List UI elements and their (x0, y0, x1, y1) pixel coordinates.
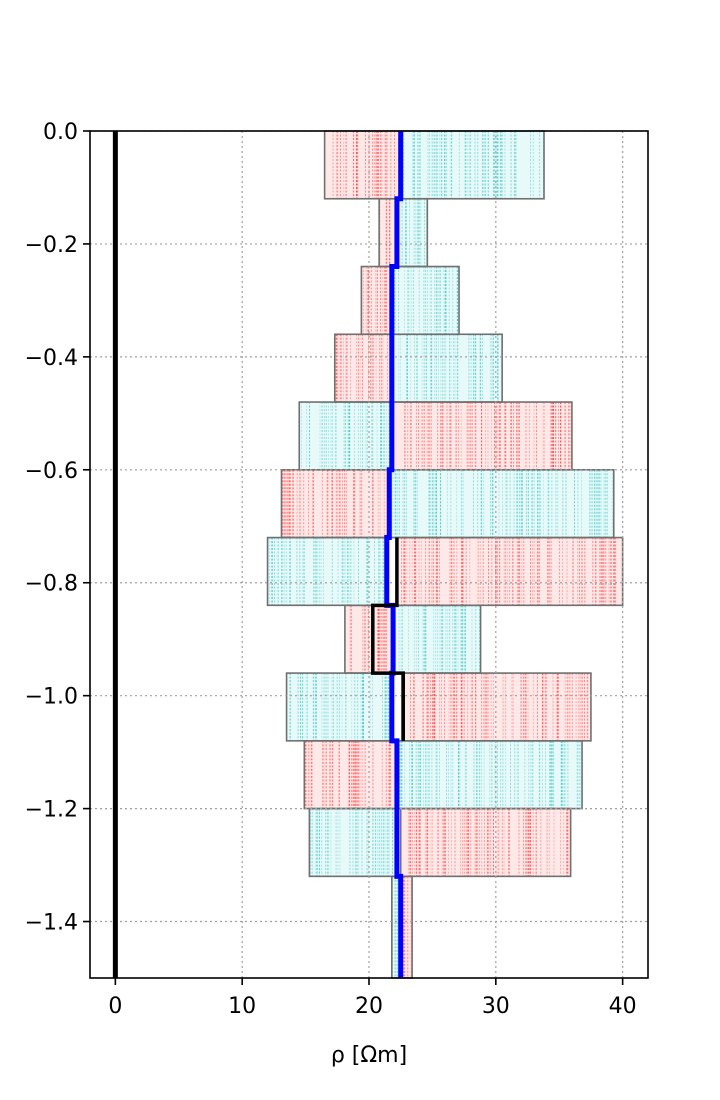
layer-2-red-band (360, 265, 393, 336)
x-tick-label: 10 (228, 994, 256, 1019)
layer-10-cyan-band (308, 807, 398, 878)
model-lines (112, 131, 405, 978)
layer-5-red-band (280, 468, 391, 539)
layer-3-cyan-fill (391, 334, 503, 403)
layer-1-cyan-band (396, 197, 429, 268)
layer-4-red-band (391, 401, 573, 471)
layer-3-cyan-band (391, 333, 503, 403)
layer-5-cyan-band (388, 468, 615, 539)
layer-0-red-band (323, 130, 402, 200)
layer-4-cyan-band (298, 401, 393, 471)
layer-0-cyan-band (399, 130, 545, 200)
layer-11-red-fill (400, 876, 413, 978)
layer-6-cyan-band (266, 536, 388, 607)
true-model-line (371, 537, 405, 741)
y-tick-label: −0.8 (25, 572, 78, 597)
x-tick-label: 20 (355, 994, 383, 1019)
layer-0-red-fill (324, 131, 401, 199)
layer-1-red-band (378, 197, 398, 268)
mean-model-line (384, 131, 404, 978)
y-tick-label: −1.4 (25, 911, 78, 936)
layer-8-red-band (401, 672, 592, 742)
layer-3-red-band (333, 333, 393, 403)
x-axis-title: ρ [Ωm] (331, 1043, 407, 1068)
layer-10-red-band (399, 807, 572, 878)
layer-11-red-band (399, 875, 413, 979)
layer-6-cyan-fill (267, 537, 387, 606)
axis-ticks: 0 10 20 30 40 0.0 −0.2 −0.4 −0.6 −0.8 −1.0 −1.2 −1.4 (25, 120, 637, 1019)
y-tick-label: −0.6 (25, 459, 78, 484)
layer-9-cyan-band (396, 740, 583, 810)
layer-1-cyan-fill (396, 198, 428, 267)
layer-5-red-fill (281, 469, 390, 538)
layer-8-cyan-band (285, 672, 393, 742)
y-tick-label: −0.2 (25, 233, 78, 258)
x-tick-label: 30 (482, 994, 510, 1019)
layer-1-red-fill (379, 198, 397, 267)
layer-6-red-fill (396, 537, 623, 606)
layer-5-cyan-fill (389, 469, 614, 538)
y-tick-label: 0.0 (43, 120, 78, 145)
layer-9-red-band (303, 740, 398, 810)
y-tick-label: −1.2 (25, 798, 78, 823)
layer-9-red-fill (304, 740, 397, 809)
layer-7-cyan-fill (393, 605, 481, 674)
layer-7-cyan-band (392, 604, 482, 674)
y-tick-label: −0.4 (25, 346, 78, 371)
layer-0-cyan-fill (400, 131, 545, 199)
x-tick-label: 0 (108, 994, 122, 1019)
layer-10-red-fill (400, 808, 571, 877)
layer-2-cyan-band (391, 265, 460, 336)
x-tick-label: 40 (609, 994, 637, 1019)
layer-10-cyan-fill (309, 808, 397, 877)
uncertainty-bands (266, 130, 624, 979)
layer-3-red-fill (334, 334, 392, 403)
y-tick-label: −1.0 (25, 685, 78, 710)
layer-9-cyan-fill (396, 740, 583, 809)
layer-6-red-band (396, 536, 624, 607)
